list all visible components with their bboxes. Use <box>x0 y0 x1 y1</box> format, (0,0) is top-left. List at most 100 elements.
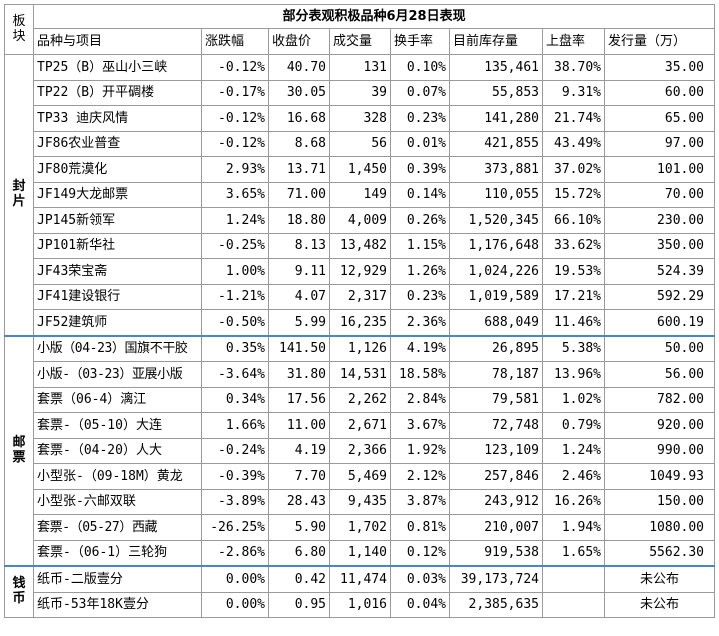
turnover-cell: 0.01% <box>390 130 450 157</box>
change-cell: 1.66% <box>201 412 269 439</box>
stock-cell: 79,581 <box>449 386 543 413</box>
close-cell: 71.00 <box>268 181 330 208</box>
listing-cell: 37.02% <box>542 156 605 183</box>
board-header: 板块 <box>4 4 34 55</box>
turnover-cell: 4.19% <box>390 334 450 362</box>
turnover-cell: 0.03% <box>390 565 450 593</box>
turnover-cell: 0.23% <box>390 283 450 310</box>
close-cell: 11.00 <box>268 412 330 439</box>
stock-cell: 141,280 <box>449 105 543 132</box>
issue-cell: 65.00 <box>603 105 716 132</box>
item-name: JF149大龙邮票 <box>33 181 202 208</box>
change-cell: 3.65% <box>201 181 269 208</box>
issue-cell: 未公布 <box>603 565 716 593</box>
stock-cell: 373,881 <box>449 156 543 183</box>
volume-cell: 4,009 <box>329 207 391 234</box>
item-name: TP25（B）巫山小三峡 <box>33 54 202 81</box>
close-cell: 5.99 <box>268 309 330 336</box>
change-cell: -1.21% <box>201 283 269 310</box>
header-turnover: 换手率 <box>390 28 450 55</box>
listing-cell: 66.10% <box>542 207 605 234</box>
category-label: 封片 <box>4 54 34 336</box>
item-name: 小型张-六邮双联 <box>33 488 202 515</box>
issue-cell: 990.00 <box>603 437 716 464</box>
volume-cell: 2,317 <box>329 283 391 310</box>
volume-cell: 2,366 <box>329 437 391 464</box>
stock-cell: 1,019,589 <box>449 283 543 310</box>
issue-cell: 782.00 <box>603 386 716 413</box>
item-name: 小版-（03-23）亚展小版 <box>33 361 202 388</box>
close-cell: 5.90 <box>268 514 330 541</box>
close-cell: 8.13 <box>268 232 330 259</box>
change-cell: 1.24% <box>201 207 269 234</box>
table-row: TP33 迪庆风情 -0.12% 16.68 328 0.23% 141,280 21.74… <box>5 105 716 132</box>
table-row: JF41建设银行 -1.21% 4.07 2,317 0.23% 1,019,589 17.… <box>5 283 716 310</box>
issue-cell: 未公布 <box>603 591 716 618</box>
item-name: JF80荒漠化 <box>33 156 202 183</box>
header-row: 品种与项目 涨跌幅 收盘价 成交量 换手率 目前库存量 上盘率 发行量（万） <box>5 28 716 55</box>
close-cell: 40.70 <box>268 54 330 81</box>
item-name: 套票-（04-20）人大 <box>33 437 202 464</box>
item-name: 套票-（06-1）三轮狗 <box>33 539 202 567</box>
close-cell: 31.80 <box>268 361 330 388</box>
close-cell: 30.05 <box>268 79 330 106</box>
table-row: 封片 TP25（B）巫山小三峡 -0.12% 40.70 131 0.10% 135,461… <box>4 54 716 336</box>
change-cell: 0.00% <box>201 591 269 618</box>
table-row: 纸币-53年18K壹分 0.00% 0.95 1,016 0.04% 2,385,635 未… <box>5 591 716 618</box>
table-row: 邮票小版（04-23）国旗不干胶 0.35% 141.50 1,126 4.19% 26,… <box>4 334 716 567</box>
change-cell: -0.12% <box>201 130 269 157</box>
volume-cell: 16,235 <box>329 309 391 336</box>
close-cell: 0.42 <box>268 565 330 593</box>
stock-cell: 72,748 <box>449 412 543 439</box>
volume-cell: 12,929 <box>329 258 391 285</box>
listing-cell: 19.53% <box>542 258 605 285</box>
volume-cell: 1,126 <box>329 334 391 362</box>
listing-cell <box>542 565 605 593</box>
volume-cell: 1,702 <box>329 514 391 541</box>
stock-cell: 257,846 <box>449 463 543 490</box>
turnover-cell: 3.67% <box>390 412 450 439</box>
volume-cell: 328 <box>329 105 391 132</box>
close-cell: 16.68 <box>268 105 330 132</box>
stock-cell: 1,024,226 <box>449 258 543 285</box>
item-name: 小型张-（09-18M）黄龙 <box>33 463 202 490</box>
close-cell: 4.07 <box>268 283 330 310</box>
issue-cell: 592.29 <box>603 283 716 310</box>
volume-cell: 2,262 <box>329 386 391 413</box>
table-row: 小型张-六邮双联 -3.89% 28.43 9,435 3.87% 243,912 16.2… <box>5 488 716 515</box>
turnover-cell: 2.36% <box>390 309 450 336</box>
stock-cell: 919,538 <box>449 539 543 567</box>
change-cell: -0.39% <box>201 463 269 490</box>
stock-cell: 243,912 <box>449 488 543 515</box>
volume-cell: 39 <box>329 79 391 106</box>
close-cell: 28.43 <box>268 488 330 515</box>
header-issue: 发行量（万） <box>603 28 716 55</box>
listing-cell <box>542 591 605 618</box>
turnover-cell: 1.15% <box>390 232 450 259</box>
item-name: 套票-（05-10）大连 <box>33 412 202 439</box>
change-cell: -0.50% <box>201 309 269 336</box>
item-name: JF52建筑师 <box>33 309 202 336</box>
close-cell: 18.80 <box>268 207 330 234</box>
item-name: JF86农业普查 <box>33 130 202 157</box>
table-row: 套票（06-4）漓江 0.34% 17.56 2,262 2.84% 79,581 1.02… <box>5 386 716 413</box>
issue-cell: 524.39 <box>603 258 716 285</box>
stock-cell: 26,895 <box>449 334 543 362</box>
header-volume: 成交量 <box>329 28 391 55</box>
category-label: 邮票 <box>4 334 34 567</box>
listing-cell: 38.70% <box>542 54 605 81</box>
turnover-cell: 0.12% <box>390 539 450 567</box>
turnover-cell: 0.39% <box>390 156 450 183</box>
stock-cell: 55,853 <box>449 79 543 106</box>
turnover-cell: 0.14% <box>390 181 450 208</box>
table-row: 套票-（05-27）西藏 -26.25% 5.90 1,702 0.81% 210,007… <box>5 514 716 541</box>
table-row: JF149大龙邮票 3.65% 71.00 149 0.14% 110,055 15.72%… <box>5 181 716 208</box>
table-row: JF86农业普查 -0.12% 8.68 56 0.01% 421,855 43.49% 97… <box>5 130 716 157</box>
stock-cell: 421,855 <box>449 130 543 157</box>
listing-cell: 16.26% <box>542 488 605 515</box>
change-cell: -0.17% <box>201 79 269 106</box>
listing-cell: 1.94% <box>542 514 605 541</box>
turnover-cell: 18.58% <box>390 361 450 388</box>
listing-cell: 15.72% <box>542 181 605 208</box>
listing-cell: 17.21% <box>542 283 605 310</box>
